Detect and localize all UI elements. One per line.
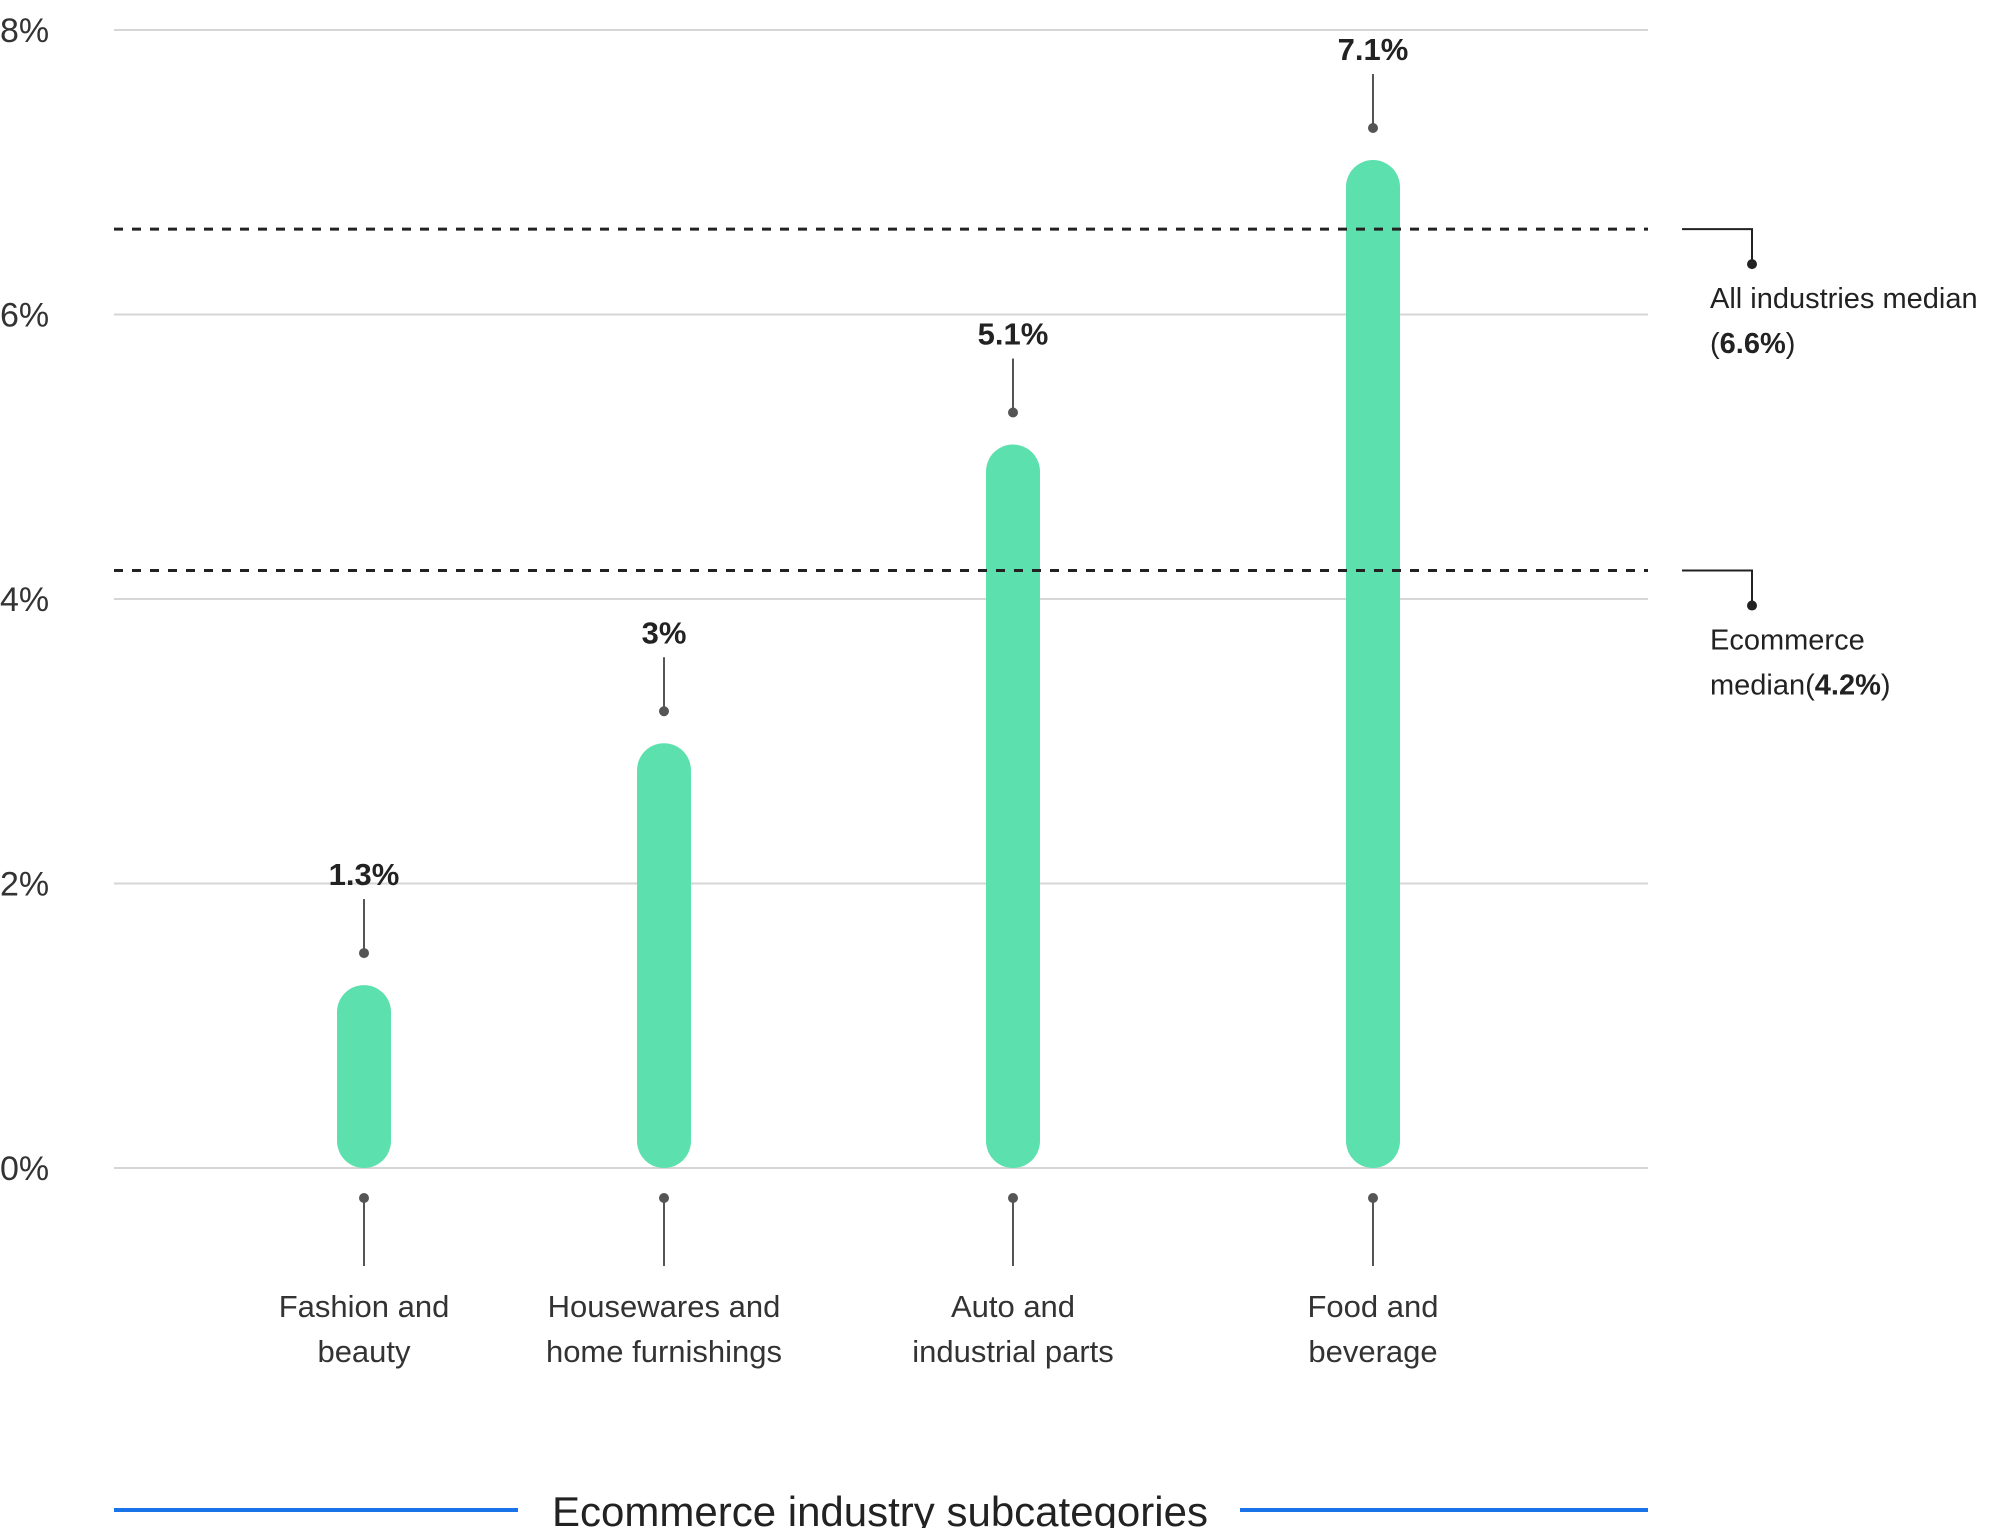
median-value: 6.6% — [1720, 328, 1786, 360]
median-connector-dot — [1747, 259, 1757, 270]
median-lines: All industries median (6.6%) Ecommerce medi… — [114, 227, 1978, 702]
bar-value-label: 7.1% — [1338, 32, 1409, 67]
median-label: All industries median — [1710, 283, 1978, 315]
category-label: beauty — [317, 1334, 411, 1369]
median-label-prefix: ( — [1710, 328, 1720, 360]
y-tick-label: 4% — [0, 581, 49, 619]
bar-value-label: 5.1% — [978, 317, 1049, 352]
bar-value-label: 3% — [642, 615, 687, 650]
median-label: (6.6%) — [1710, 328, 1795, 360]
category-label: home furnishings — [546, 1334, 782, 1369]
category-label: Food and — [1308, 1289, 1439, 1324]
y-axis-ticks: 0% 2% 4% 6% 8% — [0, 12, 49, 1188]
category-labels: Fashion and beauty Housewares and home furn… — [279, 1193, 1439, 1369]
median-value: 4.2% — [1815, 670, 1881, 702]
bar-value-label: 1.3% — [329, 857, 400, 892]
x-axis-title: Ecommerce industry subcategories — [552, 1488, 1208, 1528]
category-label: Fashion and — [279, 1289, 450, 1324]
category-label: beverage — [1308, 1334, 1437, 1369]
bar — [637, 743, 691, 1168]
y-tick-label: 2% — [0, 866, 49, 904]
bar — [1346, 160, 1400, 1168]
median-label-suffix: ) — [1881, 670, 1891, 702]
category-label: Auto and — [951, 1289, 1075, 1324]
median-connector — [1682, 228, 1753, 265]
category-label: industrial parts — [912, 1334, 1114, 1369]
median-connector — [1682, 569, 1753, 606]
bar — [986, 444, 1040, 1168]
value-leader-dot — [659, 706, 669, 717]
y-tick-label: 8% — [0, 12, 49, 50]
median-label-prefix: median( — [1710, 670, 1815, 702]
value-leader-dot — [1368, 123, 1378, 134]
median-label: Ecommerce — [1710, 625, 1865, 657]
bar — [337, 985, 391, 1168]
value-leader-dot — [1008, 407, 1018, 418]
median-label: median(4.2%) — [1710, 670, 1891, 702]
bar-labels: 1.3% 3% 5.1% 7.1% — [329, 32, 1409, 959]
median-connector-dot — [1747, 600, 1757, 611]
x-axis-title-group: Ecommerce industry subcategories — [114, 1488, 1648, 1528]
median-label-suffix: ) — [1786, 328, 1796, 360]
y-tick-label: 6% — [0, 297, 49, 335]
y-tick-label: 0% — [0, 1150, 49, 1188]
value-leader-dot — [359, 948, 369, 959]
bars — [337, 160, 1400, 1168]
category-label: Housewares and — [548, 1289, 781, 1324]
